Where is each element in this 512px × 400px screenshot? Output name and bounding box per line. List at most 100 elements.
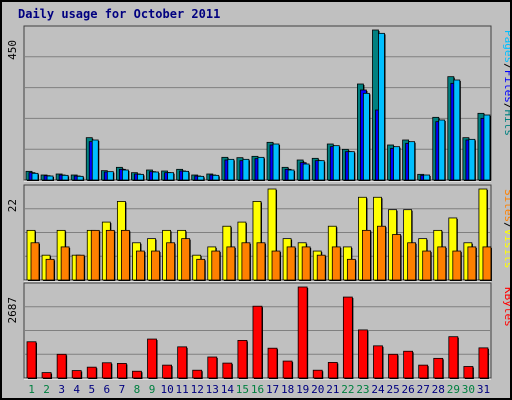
pages-bar: [227, 158, 235, 181]
panel-3-max-label: 2687: [6, 297, 19, 324]
day-label: 22: [341, 383, 354, 396]
kbytes-bar: [282, 360, 293, 379]
day-label: 30: [462, 383, 475, 396]
kbytes-bar: [358, 329, 368, 379]
panel-2-legend-part: Visits: [502, 229, 510, 269]
kbytes-bar: [463, 366, 474, 379]
kbytes-bar: [478, 347, 489, 379]
day-label: 13: [206, 383, 219, 396]
kbytes-bar: [373, 345, 383, 379]
pages-bar: [483, 114, 491, 181]
pages-bar: [272, 143, 280, 181]
pages-bar: [347, 151, 355, 181]
sites-bar: [256, 242, 266, 281]
pages-bar: [197, 175, 205, 181]
pages-bar: [438, 119, 446, 181]
sites-bar: [166, 242, 175, 281]
sites-bar: [75, 254, 85, 281]
pages-bar: [393, 146, 400, 181]
day-label: 25: [386, 383, 399, 396]
pages-bar: [76, 175, 84, 181]
kbytes-bar: [116, 363, 127, 379]
sites-bar: [241, 242, 251, 281]
day-label: 9: [149, 383, 156, 396]
kbytes-bar: [342, 296, 353, 379]
kbytes-bar: [71, 370, 82, 379]
sites-bar: [30, 242, 40, 281]
day-label: 5: [88, 383, 95, 396]
day-label: 11: [176, 383, 189, 396]
sites-bar: [90, 229, 100, 281]
sites-bar: [136, 250, 145, 281]
sites-bar: [346, 258, 356, 281]
day-label: 3: [58, 383, 65, 396]
kbytes-bar: [327, 362, 338, 379]
kbytes-bar: [101, 362, 112, 379]
kbytes-bar: [418, 364, 429, 379]
chart-title: Daily usage for October 2011: [18, 7, 220, 21]
kbytes-bar: [56, 353, 67, 379]
sites-bar: [331, 246, 341, 281]
pages-bar: [257, 156, 265, 181]
kbytes-bar: [448, 336, 459, 379]
kbytes-bar: [132, 370, 142, 379]
kbytes-bar: [388, 353, 398, 379]
panel-1-legend-part: Pages: [502, 30, 510, 63]
sites-bar: [196, 258, 206, 281]
kbytes-bar: [192, 369, 203, 379]
sites-bar: [286, 246, 296, 281]
kbytes-bar: [86, 366, 97, 379]
kbytes-bar: [207, 356, 218, 379]
pages-bar: [317, 160, 325, 181]
day-label: 15: [236, 383, 249, 396]
panel-1-max-label: 450: [6, 40, 19, 60]
sites-bar: [467, 246, 477, 281]
day-label: 16: [251, 383, 264, 396]
day-label: 21: [326, 383, 339, 396]
kbytes-bar: [312, 369, 323, 379]
sites-bar: [482, 246, 492, 281]
kbytes-bar: [222, 362, 233, 379]
kbytes-bar: [41, 372, 52, 379]
panel-2-legend-part: Sites: [502, 189, 510, 222]
sites-bar: [422, 250, 432, 281]
pages-bar: [61, 174, 69, 181]
sites-bar: [181, 238, 191, 281]
day-label: 20: [311, 383, 324, 396]
day-label: 27: [417, 383, 430, 396]
pages-bar: [408, 141, 416, 181]
day-label: 12: [191, 383, 204, 396]
day-label: 29: [447, 383, 460, 396]
panel-2-max-label: 22: [6, 199, 19, 212]
day-label: 19: [296, 383, 309, 396]
pages-bar: [152, 171, 159, 181]
sites-bar: [392, 234, 401, 281]
pages-bar: [378, 32, 385, 181]
pages-bar: [423, 174, 431, 181]
panel-2-legend: Sites/Visits: [502, 189, 510, 269]
panel-1-legend: Pages/Files/Hits: [502, 30, 510, 136]
sites-bar: [316, 254, 326, 281]
pages-bar: [453, 79, 461, 181]
day-label: 10: [160, 383, 173, 396]
kbytes-bar: [297, 286, 308, 379]
day-label: 26: [402, 383, 415, 396]
sites-bar: [211, 250, 221, 281]
pages-bar: [332, 145, 340, 181]
sites-bar: [452, 250, 462, 281]
kbytes-bar: [237, 340, 248, 379]
day-label: 1: [28, 383, 35, 396]
kbytes-bar: [403, 350, 414, 379]
sites-bar: [105, 229, 115, 281]
pages-bar: [31, 172, 39, 181]
pages-bar: [167, 172, 174, 181]
kbytes-bar: [252, 305, 263, 379]
day-label: 8: [134, 383, 141, 396]
kbytes-bar: [162, 364, 172, 379]
sites-bar: [60, 246, 70, 281]
panel-1-legend-part: /: [502, 63, 510, 70]
day-label: 23: [356, 383, 369, 396]
kbytes-bar: [177, 346, 188, 379]
